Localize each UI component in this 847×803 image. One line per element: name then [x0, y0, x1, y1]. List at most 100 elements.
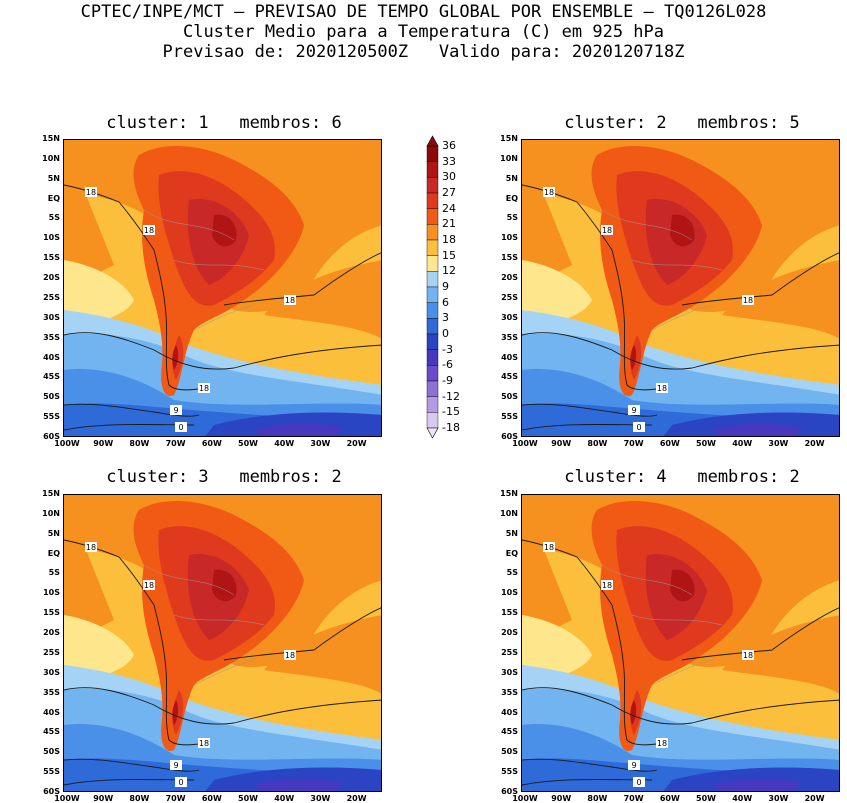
- lat-tick-label: 45S: [43, 727, 60, 737]
- lon-tick-label: 90W: [551, 439, 572, 448]
- lat-tick-label: 45S: [501, 727, 518, 737]
- colorbar-label: 24: [442, 201, 456, 215]
- contour-label-text: 0: [636, 778, 641, 787]
- colorbar-swatch: [426, 333, 439, 350]
- panel-title: cluster: 4 membros: 2: [564, 467, 800, 487]
- lat-tick-label: EQ: [505, 193, 518, 203]
- contour-label-text: 18: [602, 581, 612, 590]
- lat-tick-label: EQ: [47, 548, 60, 558]
- lat-tick-label: 20S: [43, 628, 60, 638]
- contour-label-text: 18: [144, 226, 154, 235]
- lat-tick-label: 15S: [501, 253, 518, 263]
- lat-tick-label: 15N: [42, 489, 60, 498]
- lat-tick-label: 30S: [43, 667, 60, 677]
- colorbar-swatch: [426, 286, 439, 303]
- colorbar-label: 15: [442, 248, 456, 262]
- lon-tick-label: 40W: [732, 794, 753, 803]
- contour-label: 18: [601, 580, 613, 590]
- lon-tick-label: 90W: [551, 794, 572, 803]
- contour-label-text: 9: [631, 406, 636, 415]
- lon-tick-label: 90W: [93, 794, 114, 803]
- lat-tick-label: 55S: [43, 767, 60, 777]
- header-dates: Previsao de: 2020120500Z Valido para: 20…: [162, 42, 685, 62]
- contour-label-text: 0: [178, 778, 183, 787]
- colorbar-swatch: [426, 161, 439, 178]
- contour-label: 18: [656, 383, 668, 393]
- lon-tick-label: 40W: [274, 794, 295, 803]
- lat-tick-label: 30S: [501, 312, 518, 322]
- lon-tick-label: 30W: [310, 439, 331, 448]
- colorbar-label: 3: [442, 311, 449, 325]
- temperature-field: 18 18 18 18 90: [522, 140, 839, 436]
- colorbar-swatch: [426, 145, 439, 162]
- lat-tick-label: 50S: [43, 747, 60, 757]
- lat-tick-label: 40S: [501, 707, 518, 717]
- lon-tick-label: 60W: [201, 439, 222, 448]
- lon-tick-label: 30W: [310, 794, 331, 803]
- contour-label-text: 0: [636, 423, 641, 432]
- contour-label-text: 18: [743, 651, 753, 660]
- lon-tick-label: 100W: [512, 439, 538, 448]
- lat-tick-label: 5N: [47, 528, 60, 538]
- colorbar-label: 9: [442, 280, 449, 293]
- contour-label: 18: [198, 738, 210, 748]
- lat-tick-label: 10N: [500, 508, 518, 518]
- lat-tick-label: 15S: [43, 608, 60, 618]
- lat-tick-label: 10S: [43, 588, 60, 598]
- colorbar-min-arrow: [426, 427, 439, 439]
- contour-label: 0: [633, 777, 645, 787]
- lon-tick-label: 60W: [659, 439, 680, 448]
- lon-tick-label: 70W: [165, 439, 186, 448]
- lat-tick-label: 35S: [43, 332, 60, 342]
- contour-label-text: 18: [602, 226, 612, 235]
- contour-label: 18: [284, 295, 296, 305]
- contour-label-text: 0: [178, 423, 183, 432]
- lon-tick-label: 90W: [93, 439, 114, 448]
- lon-tick-label: 80W: [129, 794, 150, 803]
- colorbar-swatch: [426, 177, 439, 194]
- colorbar-label: 30: [442, 170, 456, 184]
- contour-label: 9: [628, 760, 640, 770]
- contour-label: 18: [543, 187, 555, 197]
- lat-tick-label: 60S: [501, 432, 518, 441]
- colorbar-max-arrow: [426, 135, 439, 147]
- lat-tick-label: 25S: [43, 647, 60, 657]
- colorbar-label: 36: [442, 139, 456, 152]
- lat-tick-label: 5S: [48, 213, 60, 223]
- lat-tick-label: 40S: [43, 707, 60, 717]
- colorbar-label: 27: [442, 186, 456, 199]
- contour-label: 18: [85, 542, 97, 552]
- contour-label: 18: [656, 738, 668, 748]
- colorbar-swatch: [426, 349, 439, 366]
- lat-tick-label: 30S: [501, 667, 518, 677]
- lon-tick-label: 30W: [768, 794, 789, 803]
- panel-title: cluster: 2 membros: 5: [564, 113, 800, 133]
- panel-title: cluster: 3 membros: 2: [106, 467, 342, 487]
- lat-tick-label: 5S: [506, 568, 518, 578]
- lon-tick-label: 100W: [512, 794, 538, 803]
- contour-label: 18: [143, 225, 155, 235]
- contour-label: 18: [543, 542, 555, 552]
- colorbar-label: 21: [442, 217, 456, 231]
- header-title: CPTEC/INPE/MCT – PREVISAO DE TEMPO GLOBA…: [80, 2, 767, 22]
- map-panel: 18 18 18 18 9 0: [521, 494, 840, 792]
- contour-label-text: 18: [86, 543, 96, 552]
- lon-tick-label: 20W: [346, 794, 367, 803]
- colorbar-swatch: [426, 302, 439, 319]
- lat-tick-label: 55S: [43, 412, 60, 422]
- contour-label-text: 18: [86, 188, 96, 197]
- lat-tick-label: 10N: [42, 153, 60, 163]
- contour-label-text: 9: [631, 761, 636, 770]
- lat-tick-label: 20S: [501, 628, 518, 638]
- lon-tick-label: 50W: [238, 794, 258, 803]
- colorbar-swatch: [426, 239, 439, 256]
- colorbar-label: 6: [442, 295, 449, 309]
- map-panel: 18 18 18 18 9 0: [63, 139, 382, 437]
- lat-tick-label: 15N: [500, 134, 518, 143]
- lat-tick-label: 45S: [43, 372, 60, 382]
- colorbar-swatch: [426, 318, 439, 335]
- lon-tick-label: 60W: [659, 794, 680, 803]
- contour-label-text: 18: [657, 739, 667, 748]
- lat-tick-label: 50S: [43, 392, 60, 402]
- lat-tick-label: 20S: [501, 273, 518, 283]
